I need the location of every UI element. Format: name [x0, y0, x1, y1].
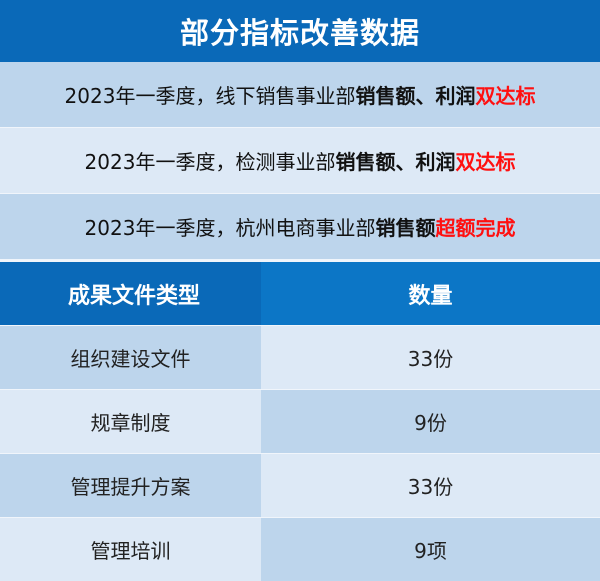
table-row: 规章制度 9份	[0, 390, 600, 453]
cell-type: 管理提升方案	[0, 454, 261, 517]
highlight-metric: 销售额、利润	[335, 150, 456, 174]
header-type: 成果文件类型	[0, 262, 261, 325]
cell-type: 规章制度	[0, 390, 261, 453]
table-row: 管理提升方案 33份	[0, 454, 600, 517]
highlight-status: 超额完成	[435, 216, 516, 240]
table-row: 组织建设文件 33份	[0, 326, 600, 389]
table-header: 成果文件类型 数量	[0, 262, 600, 325]
highlight-status: 双达标	[455, 150, 516, 174]
highlight-metric: 销售额、利润	[355, 84, 476, 108]
highlight-row: 2023年一季度，杭州电商事业部 销售额 超额完成	[0, 194, 600, 259]
cell-count: 9份	[261, 390, 600, 453]
cell-count: 33份	[261, 326, 600, 389]
highlight-status: 双达标	[475, 84, 536, 108]
highlight-row: 2023年一季度，检测事业部 销售额、利润 双达标	[0, 128, 600, 193]
cell-type: 管理培训	[0, 518, 261, 581]
page-title: 部分指标改善数据	[0, 0, 600, 62]
highlight-prefix: 2023年一季度，杭州电商事业部	[84, 216, 376, 240]
highlight-prefix: 2023年一季度，线下销售事业部	[64, 84, 356, 108]
divider	[0, 260, 600, 262]
highlight-row: 2023年一季度，线下销售事业部 销售额、利润 双达标	[0, 62, 600, 127]
highlight-prefix: 2023年一季度，检测事业部	[84, 150, 336, 174]
cell-count: 9项	[261, 518, 600, 581]
table-row: 管理培训 9项	[0, 518, 600, 581]
highlight-metric: 销售额	[375, 216, 436, 240]
cell-type: 组织建设文件	[0, 326, 261, 389]
cell-count: 33份	[261, 454, 600, 517]
header-count: 数量	[261, 262, 600, 325]
